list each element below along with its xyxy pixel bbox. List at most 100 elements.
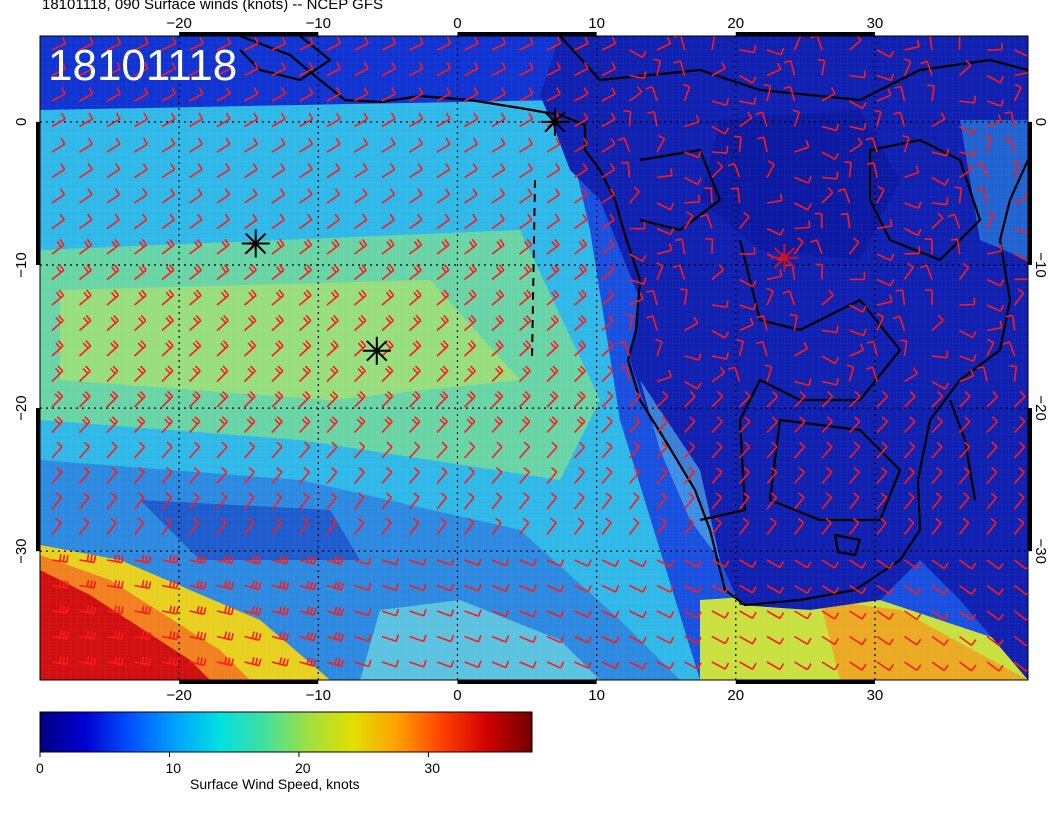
wind-barb: [573, 492, 585, 510]
wind-barb: [711, 263, 725, 281]
wind-barb: [902, 134, 910, 153]
wind-barb: [794, 378, 812, 387]
wind-barb: [381, 87, 396, 102]
wind-barb: [189, 554, 207, 565]
wind-barb: [848, 466, 860, 485]
wind-barb: [298, 390, 311, 408]
wind-barb: [518, 517, 530, 535]
right-axis-segment: [1028, 121, 1032, 265]
wind-barb: [354, 238, 368, 255]
wind-barb: [491, 660, 510, 669]
wind-barb: [79, 87, 94, 102]
wind-barb: [546, 559, 565, 567]
wind-barb: [793, 237, 804, 255]
wind-barb: [436, 188, 451, 204]
wind-barb: [766, 160, 775, 178]
wind-barb: [299, 631, 317, 642]
wind-barb: [656, 202, 675, 211]
wind-barb: [766, 661, 785, 671]
wind-barb: [78, 441, 91, 459]
wind-barb: [216, 137, 231, 153]
wind-barb: [873, 109, 882, 127]
wind-barb: [904, 246, 921, 255]
wind-barb: [51, 579, 69, 589]
wind-barb: [354, 87, 369, 102]
wind-barb: [216, 213, 230, 230]
wind-barb: [546, 416, 558, 434]
wind-barb: [326, 517, 337, 535]
wind-barb: [684, 150, 702, 159]
wind-barb: [628, 416, 641, 434]
right-lat-tick-label: 0: [1032, 118, 1049, 126]
wind-barb: [189, 213, 203, 230]
wind-barb: [299, 657, 317, 667]
wind-barb: [326, 555, 345, 566]
wind-barb: [739, 111, 753, 128]
wind-barb: [647, 111, 658, 127]
wind-barb: [216, 340, 229, 357]
wind-barb: [409, 213, 423, 230]
wind-barb: [78, 492, 90, 510]
wind-barb: [436, 36, 452, 51]
wind-barb: [436, 137, 451, 153]
wind-barb: [821, 584, 840, 595]
wind-barb: [848, 416, 861, 434]
wind-barb: [601, 517, 612, 535]
wind-barb: [817, 58, 826, 76]
left-axis-segment: [36, 408, 40, 552]
wind-barb: [299, 213, 313, 230]
wind-barb: [1014, 253, 1028, 262]
wind-barb: [646, 289, 658, 306]
wind-barb: [574, 87, 589, 102]
wind-barb: [986, 338, 995, 357]
wind-barb: [464, 137, 478, 153]
wind-barb: [656, 168, 673, 179]
wind-barb: [628, 466, 640, 485]
wind-barb: [298, 340, 312, 357]
wind-barb: [793, 517, 805, 535]
wind-barb: [243, 314, 257, 332]
wind-barb: [711, 98, 730, 106]
wind-barb: [216, 36, 232, 51]
wind-barb: [271, 365, 284, 383]
wind-barb: [106, 340, 119, 357]
wind-barb: [271, 264, 285, 281]
wind-barb: [381, 163, 396, 179]
wind-barb: [408, 289, 422, 306]
wind-barb: [1013, 441, 1026, 459]
wind-barb: [189, 62, 204, 77]
wind-barb: [821, 87, 836, 102]
wind-barb: [188, 365, 201, 383]
wind-barb: [161, 416, 173, 434]
wind-barb: [711, 61, 726, 77]
wind-barb: [684, 176, 702, 186]
wind-barb: [519, 635, 537, 644]
wind-barb: [518, 289, 532, 306]
wind-barb: [216, 517, 227, 535]
wind-barb: [244, 36, 259, 51]
wind-barb: [711, 329, 730, 339]
wind-barb: [243, 289, 257, 306]
wind-barb: [491, 584, 510, 592]
wind-barb: [436, 314, 449, 332]
wind-barb: [408, 441, 421, 459]
wind-barb: [821, 635, 840, 646]
wind-barb: [51, 656, 69, 665]
wind-speed-field: [40, 36, 1028, 680]
wind-barb: [738, 211, 750, 230]
wind-barb: [704, 187, 713, 204]
wind-barb: [931, 197, 949, 206]
wind-barb: [408, 314, 422, 332]
wind-barb: [656, 416, 668, 434]
wind-barb: [986, 466, 998, 485]
wind-barb: [684, 635, 702, 645]
wind-barb: [464, 112, 479, 128]
wind-barb: [436, 238, 450, 255]
wind-barb: [518, 314, 532, 332]
wind-barb: [655, 338, 663, 357]
wind-barb: [161, 441, 173, 459]
wind-barb: [106, 87, 121, 102]
wind-barb: [216, 365, 229, 383]
wind-barb: [1003, 136, 1016, 153]
left-lat-tick-label: 0: [13, 118, 30, 126]
